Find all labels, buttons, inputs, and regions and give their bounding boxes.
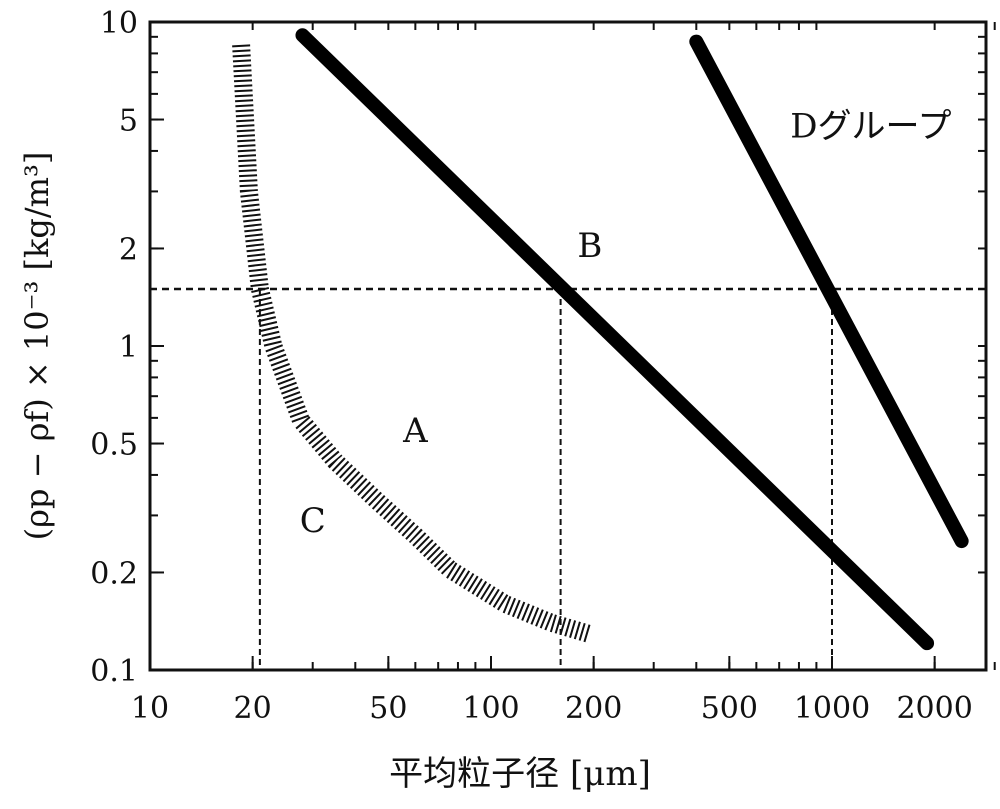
x-tick-label: 500	[701, 691, 758, 726]
y-tick-label: 0.1	[90, 654, 138, 689]
region-label: Dグループ	[790, 106, 951, 146]
y-axis-label: (ρp − ρf) × 10⁻³ [kg/m³]	[18, 152, 56, 541]
x-tick-label: 50	[369, 691, 407, 726]
x-axis-label: 平均粒子径 [μm]	[389, 754, 651, 794]
y-tick-label: 0.5	[90, 428, 138, 463]
x-tick-label: 10	[131, 691, 169, 726]
y-tick-label: 1	[119, 330, 138, 365]
x-tick-label: 100	[462, 691, 519, 726]
x-tick-label: 20	[234, 691, 272, 726]
region-label: C	[300, 501, 326, 541]
series-line	[295, 28, 935, 651]
region-label: B	[577, 226, 602, 266]
y-tick-label: 0.2	[90, 556, 138, 591]
x-tick-label: 2000	[896, 691, 972, 726]
y-tick-label: 10	[100, 6, 138, 41]
series-line-hatched	[232, 44, 593, 643]
x-tick-label: 1000	[794, 691, 870, 726]
y-tick-label: 2	[119, 232, 138, 267]
y-tick-label: 5	[119, 104, 138, 139]
x-tick-label: 200	[565, 691, 622, 726]
region-label: A	[402, 411, 428, 451]
series-line	[689, 34, 969, 549]
